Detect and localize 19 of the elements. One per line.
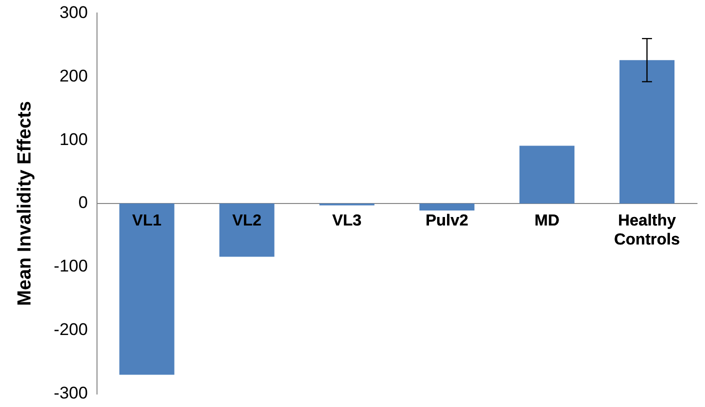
bar: [119, 204, 174, 375]
y-tick-label: 300: [59, 2, 88, 22]
y-axis-title: Mean Invalidity Effects: [14, 101, 36, 306]
y-tick-label: 0: [78, 193, 88, 212]
x-tick-label: Healthy Controls: [614, 212, 680, 249]
x-tick-label: Pulv2: [426, 212, 468, 230]
bar: [519, 146, 574, 204]
bar: [219, 204, 274, 257]
y-tick-label: -100: [54, 256, 88, 276]
bar: [419, 204, 474, 210]
y-tick-label: -200: [54, 320, 88, 340]
y-tick-label: 200: [59, 66, 88, 86]
x-tick-label: VL1: [132, 212, 162, 230]
x-tick-label: VL3: [332, 212, 362, 230]
y-tick-label: -300: [54, 383, 88, 402]
x-tick-label: VL2: [232, 212, 262, 230]
y-tick-label: 100: [59, 130, 88, 149]
x-tick-label: MD: [534, 212, 560, 230]
bar: [619, 60, 674, 204]
